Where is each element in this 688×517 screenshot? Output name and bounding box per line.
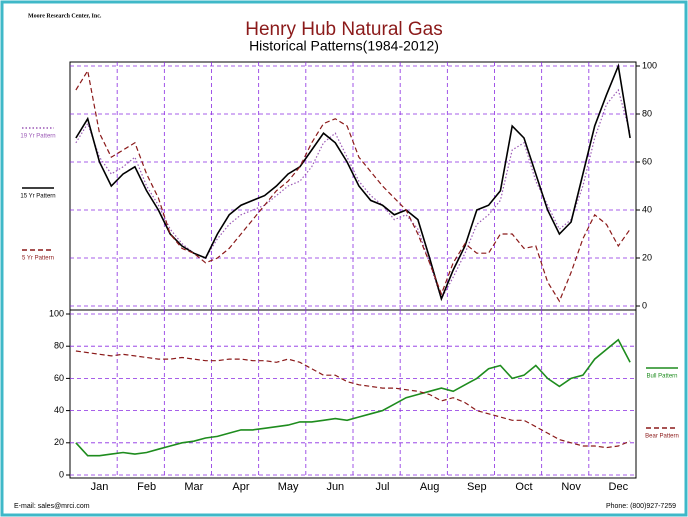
x-tick-label: Apr [232,481,249,493]
x-tick-label: Sep [467,481,487,493]
x-tick-label: Jul [375,481,389,493]
x-tick-label: Jun [326,481,344,493]
footer-phone: Phone: (800)927-7259 [606,503,676,510]
legend-label: Bear Pattern [645,434,679,440]
y-tick-label: 80 [54,341,64,351]
x-tick-label: Oct [515,481,532,493]
logo: Moore Research Center, Inc. [28,13,102,19]
series-line [75,350,631,449]
chart-title: Henry Hub Natural Gas [245,19,442,40]
y-tick-label: 0 [59,469,64,479]
y-tick-label: 60 [54,373,64,383]
x-tick-label: Feb [137,481,156,493]
x-tick-label: Aug [420,481,440,493]
y-tick-label: 100 [642,60,657,70]
x-tick-label: May [278,481,299,493]
y-tick-label: 40 [642,204,652,214]
footer-email: E-mail: sales@mrci.com [14,503,90,510]
legend-label: 5 Yr Pattern [22,256,54,262]
x-tick-label: Jan [91,481,109,493]
y-tick-label: 20 [54,437,64,447]
x-tick-label: Nov [561,481,581,493]
series-line [75,63,631,302]
series-line [75,338,631,457]
y-tick-label: 20 [642,252,652,262]
series-line [75,69,631,303]
legend-label: 15 Yr Pattern [20,194,55,200]
legend-label: 19 Yr Pattern [20,134,55,140]
y-tick-label: 60 [642,156,652,166]
y-tick-label: 100 [49,308,64,318]
chart-subtitle: Historical Patterns(1984-2012) [249,38,439,54]
legend-label: Bull Pattern [646,374,677,380]
x-tick-label: Dec [609,481,629,493]
y-tick-label: 40 [54,405,64,415]
y-tick-label: 0 [642,300,647,310]
x-tick-label: Mar [184,481,203,493]
y-tick-label: 80 [642,108,652,118]
